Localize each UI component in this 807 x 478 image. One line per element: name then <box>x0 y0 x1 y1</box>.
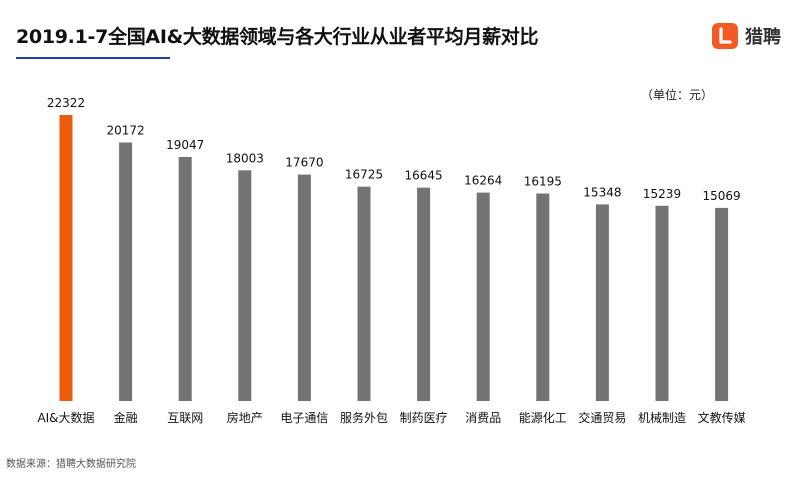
category-label: 互联网 <box>167 411 203 425</box>
unit-note: （单位：元） <box>641 88 714 102</box>
bar <box>297 174 311 401</box>
category-label: 交通贸易 <box>578 410 626 425</box>
category-label: AI&大数据 <box>37 410 94 425</box>
bar <box>595 204 609 401</box>
bar-value-label: 16725 <box>345 168 383 182</box>
category-label: 机械制造 <box>638 410 686 425</box>
bar-value-label: 15348 <box>583 185 621 199</box>
category-label: 房地产 <box>227 410 263 425</box>
brand-logo: 猎聘 <box>711 22 781 50</box>
bar <box>476 192 490 401</box>
bar-value-label: 16645 <box>405 169 443 183</box>
bar-value-label: 15069 <box>703 189 741 203</box>
brand-name: 猎聘 <box>745 27 781 48</box>
bar <box>715 207 729 401</box>
category-label: 文教传媒 <box>698 410 746 425</box>
bar-value-label: 18003 <box>226 151 264 165</box>
bar <box>357 186 371 401</box>
bar-value-label: 16195 <box>524 175 562 189</box>
bar-value-label: 17670 <box>285 156 323 170</box>
category-label: 电子通信 <box>280 411 328 425</box>
category-label: 制药医疗 <box>400 411 448 425</box>
bar <box>536 193 550 401</box>
bar <box>417 187 431 401</box>
bar-value-label: 15239 <box>643 187 681 201</box>
title-underline <box>16 57 170 59</box>
bar-value-label: 22322 <box>47 96 85 110</box>
bar-value-label: 19047 <box>166 138 204 152</box>
data-source: 数据来源：猎聘大数据研究院 <box>6 459 136 470</box>
category-label: 金融 <box>114 410 138 425</box>
category-label: 消费品 <box>465 411 501 425</box>
bar <box>655 205 669 401</box>
category-label: 服务外包 <box>340 410 388 425</box>
liepin-logo-icon <box>712 23 738 49</box>
bar-value-label: 20172 <box>107 124 145 138</box>
bar-value-label: 16264 <box>464 174 502 188</box>
chart-title: 2019.1-7全国AI&大数据领域与各大行业从业者平均月薪对比 <box>16 26 539 48</box>
category-label: 能源化工 <box>519 411 567 425</box>
bar <box>238 170 252 401</box>
bar <box>119 142 133 401</box>
bar <box>59 115 73 401</box>
bar <box>178 157 192 401</box>
